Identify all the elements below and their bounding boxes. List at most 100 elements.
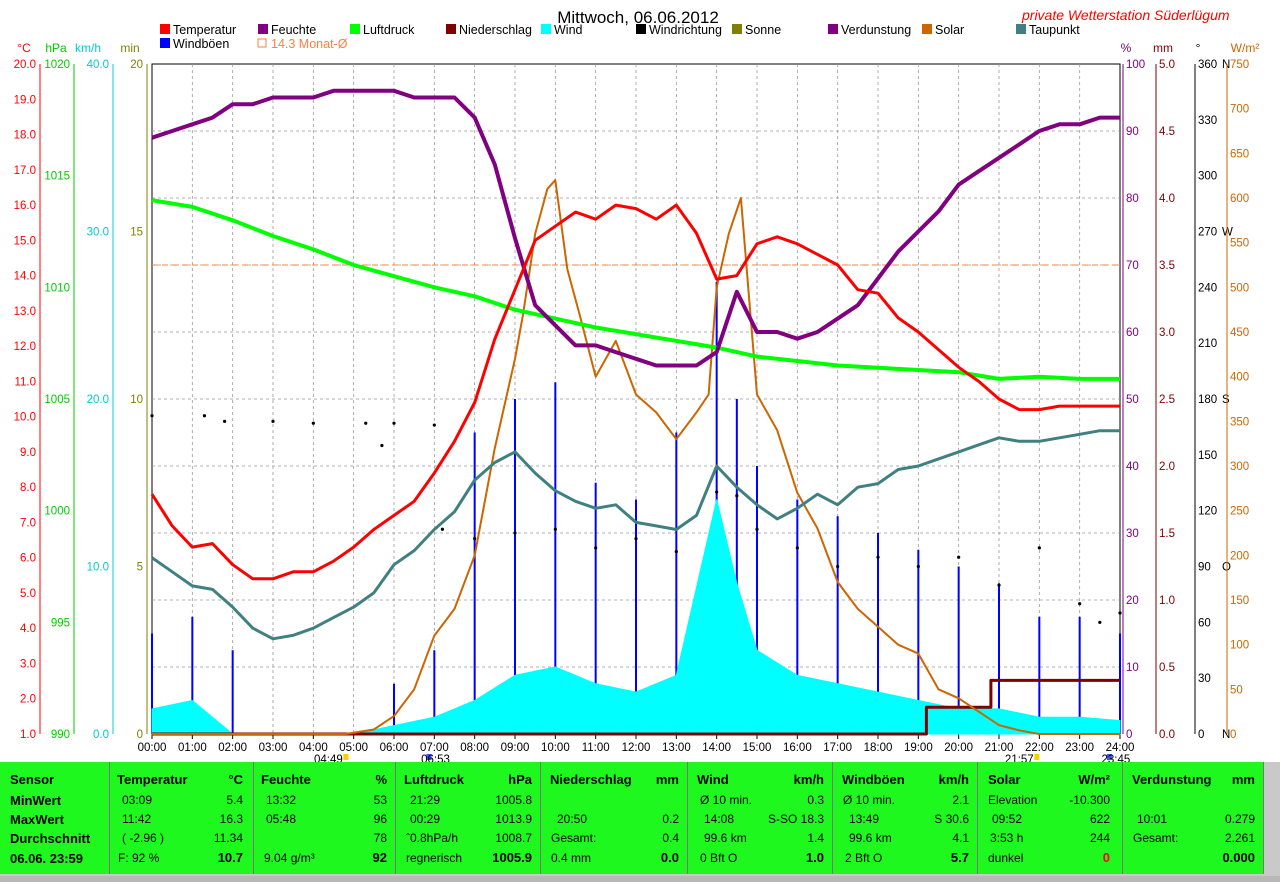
gust-bar [1038,616,1041,734]
left-axis-tick-0: 19.0 [14,94,36,106]
right-axis-tick-1: 1.5 [1159,528,1175,540]
right-axis-tick-3: 50 [1230,684,1243,696]
left-axis-tick-1: 1010 [44,282,70,294]
winddir-point [473,536,477,541]
right-axis-unit-2: ° [1196,41,1201,55]
windboeen-max-time: 13:49 [849,812,880,826]
x-tick-label: 01:00 [178,742,207,754]
left-axis-tick-0: 2.0 [20,694,36,706]
right-axis-tick-2: 60 [1198,617,1211,629]
winddir-point [380,443,384,448]
winddir-point [795,546,799,550]
x-tick-label: 10:00 [541,742,570,754]
left-axis-tick-3: 15 [130,227,143,239]
temperatur-current-note: F: 92 % [118,851,160,865]
feuchte-max-time: 05:48 [266,812,297,826]
legend-swatch-5 [636,24,646,34]
winddir-point [513,531,517,535]
left-axis-tick-1: 1000 [44,506,70,518]
gust-bar [231,650,234,734]
right-axis-tick-1: 2.5 [1159,394,1175,406]
gust-bar [473,432,476,734]
row-label-avg: Durchschnitt [10,831,91,846]
x-tick-label: 24:00 [1106,742,1135,754]
verdunstung-unit: mm [1231,772,1255,787]
winddir-point [553,527,557,531]
feuchte-current-value: 92 [372,850,387,865]
left-axis-tick-2: 10.0 [87,562,109,574]
right-axis-tick-0: 50 [1126,394,1139,406]
gust-bar [796,499,799,734]
gust-bar [877,533,879,734]
gust-bar [594,482,597,734]
left-axis-tick-1: 1005 [44,394,70,406]
right-axis-unit-0: % [1121,41,1132,55]
legend-label-3: Niederschlag [459,23,532,37]
legend-swatch-6 [732,24,742,34]
x-tick-label: 23:00 [1065,742,1094,754]
winddir-point [755,527,759,531]
niederschlag-current-note: 0.4 mm [551,851,592,865]
left-axis-tick-1: 1020 [44,59,70,71]
left-axis-unit-3: min [120,41,139,55]
sun-marker [1034,754,1040,760]
gust-bar [957,566,960,734]
sun-marker-time: 04:49 [314,754,343,762]
legend-label-10: Windböen [173,37,229,51]
row-label-min: MinWert [10,793,62,808]
left-axis-tick-0: 16.0 [14,200,36,212]
sun-marker-time: 21:57 [1005,754,1034,762]
windboeen-avg-value: 2.1 [952,793,969,807]
right-axis-tick-3: 550 [1230,238,1249,250]
panel-solar: Solar W/m² Elevation -10.300 09:52 622 3… [978,762,1123,874]
x-tick-label: 08:00 [460,742,489,754]
luftdruck-max-value: 1013.9 [495,812,532,826]
solar-unit: W/m² [1078,772,1110,787]
solar-header: Solar [988,772,1021,787]
right-axis-tick-3: 250 [1230,506,1249,518]
gust-bar [675,432,678,734]
solar-max-time: 09:52 [992,812,1023,826]
wind-unit: km/h [793,772,824,787]
left-axis-tick-2: 30.0 [87,227,109,239]
left-axis-unit-0: °C [17,41,31,55]
right-axis-tick-2: 0 [1198,729,1204,741]
niederschlag-total-value: 0.4 [662,831,679,845]
right-axis-tick-0: 10 [1126,662,1139,674]
right-axis-unit-1: mm [1153,41,1173,55]
x-tick-label: 00:00 [138,742,167,754]
winddir-point [150,414,154,418]
luftdruck-forecast: regnerisch [406,851,463,865]
gust-bar [1078,616,1081,734]
winddir-point [916,564,920,569]
right-axis-dir-2: N [1222,59,1230,71]
series-line-Luftdruck [151,198,1120,381]
x-tick-label: 18:00 [864,742,893,754]
temperatur-header: Temperatur [117,772,188,787]
chart-legend: Temperatur Feuchte Luftdruck Niederschlag Wi… [160,23,1080,51]
left-axis-tick-3: 5 [137,562,143,574]
legend-label-5: Windrichtung [649,23,722,37]
gust-bar [998,583,1000,734]
right-axis-tick-3: 100 [1230,640,1249,652]
gust-bar [917,549,920,734]
right-axis-tick-2: 210 [1198,338,1217,350]
right-axis-tick-3: 150 [1230,595,1249,607]
winddir-point [957,555,961,559]
verdunstung-max-time: 10:01 [1137,812,1168,826]
left-axis-tick-0: 12.0 [14,341,36,353]
x-tick-label: 20:00 [944,742,973,754]
winddir-point [594,546,598,550]
right-axis-tick-0: 0 [1126,729,1132,741]
left-axis-tick-0: 15.0 [14,235,36,247]
gust-bar [514,399,516,734]
right-axis-tick-2: 360 [1198,59,1217,71]
solar-avg-value: 244 [1089,831,1110,845]
left-axis-tick-0: 7.0 [20,517,36,529]
x-tick-label: 19:00 [904,742,933,754]
series-line-Niederschlag [152,678,1120,736]
feuchte-avg-value: 78 [373,831,387,845]
row-label-max: MaxWert [10,812,64,827]
right-axis-tick-1: 5.0 [1159,59,1175,71]
left-axis-tick-0: 3.0 [20,658,36,670]
